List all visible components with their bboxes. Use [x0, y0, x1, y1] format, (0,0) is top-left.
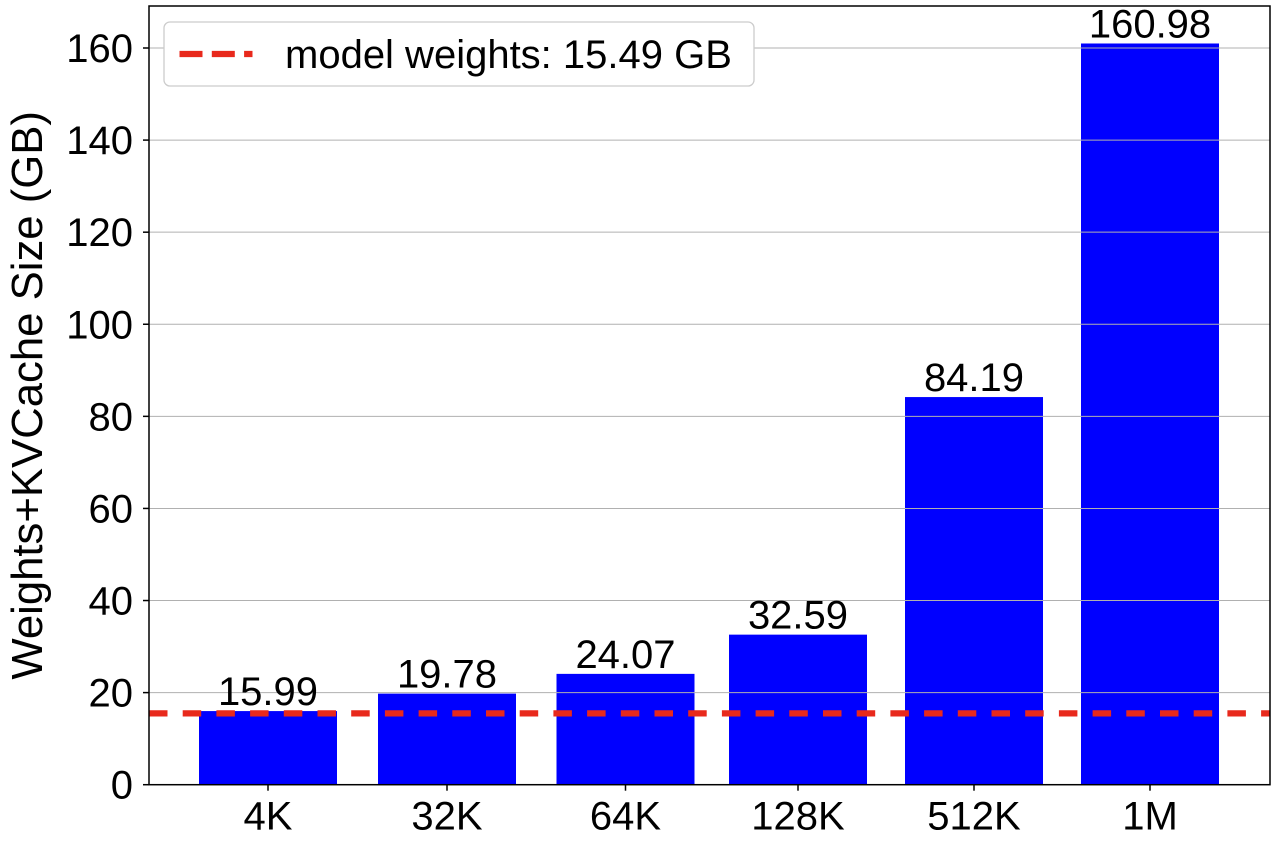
- svg-text:128K: 128K: [751, 795, 845, 836]
- svg-text:32K: 32K: [411, 795, 482, 836]
- svg-text:100: 100: [66, 303, 133, 347]
- svg-text:Weights+KVCache Size (GB): Weights+KVCache Size (GB): [3, 111, 52, 680]
- svg-text:84.19: 84.19: [924, 356, 1024, 400]
- svg-text:60: 60: [89, 487, 134, 531]
- svg-text:140: 140: [66, 119, 133, 163]
- svg-text:4K: 4K: [244, 795, 293, 836]
- svg-text:40: 40: [89, 580, 134, 624]
- svg-text:1M: 1M: [1122, 795, 1178, 836]
- svg-text:32.59: 32.59: [748, 594, 848, 638]
- svg-text:model weights: 15.49 GB: model weights: 15.49 GB: [285, 33, 732, 77]
- svg-text:64K: 64K: [590, 795, 661, 836]
- svg-text:160: 160: [66, 27, 133, 71]
- svg-text:20: 20: [89, 672, 134, 716]
- svg-text:512K: 512K: [927, 795, 1021, 836]
- svg-text:0: 0: [111, 764, 133, 808]
- svg-text:120: 120: [66, 211, 133, 255]
- svg-text:19.78: 19.78: [397, 653, 497, 697]
- svg-text:24.07: 24.07: [575, 633, 675, 677]
- svg-text:80: 80: [89, 395, 134, 439]
- svg-text:160.98: 160.98: [1089, 2, 1211, 46]
- svg-text:15.99: 15.99: [218, 670, 318, 714]
